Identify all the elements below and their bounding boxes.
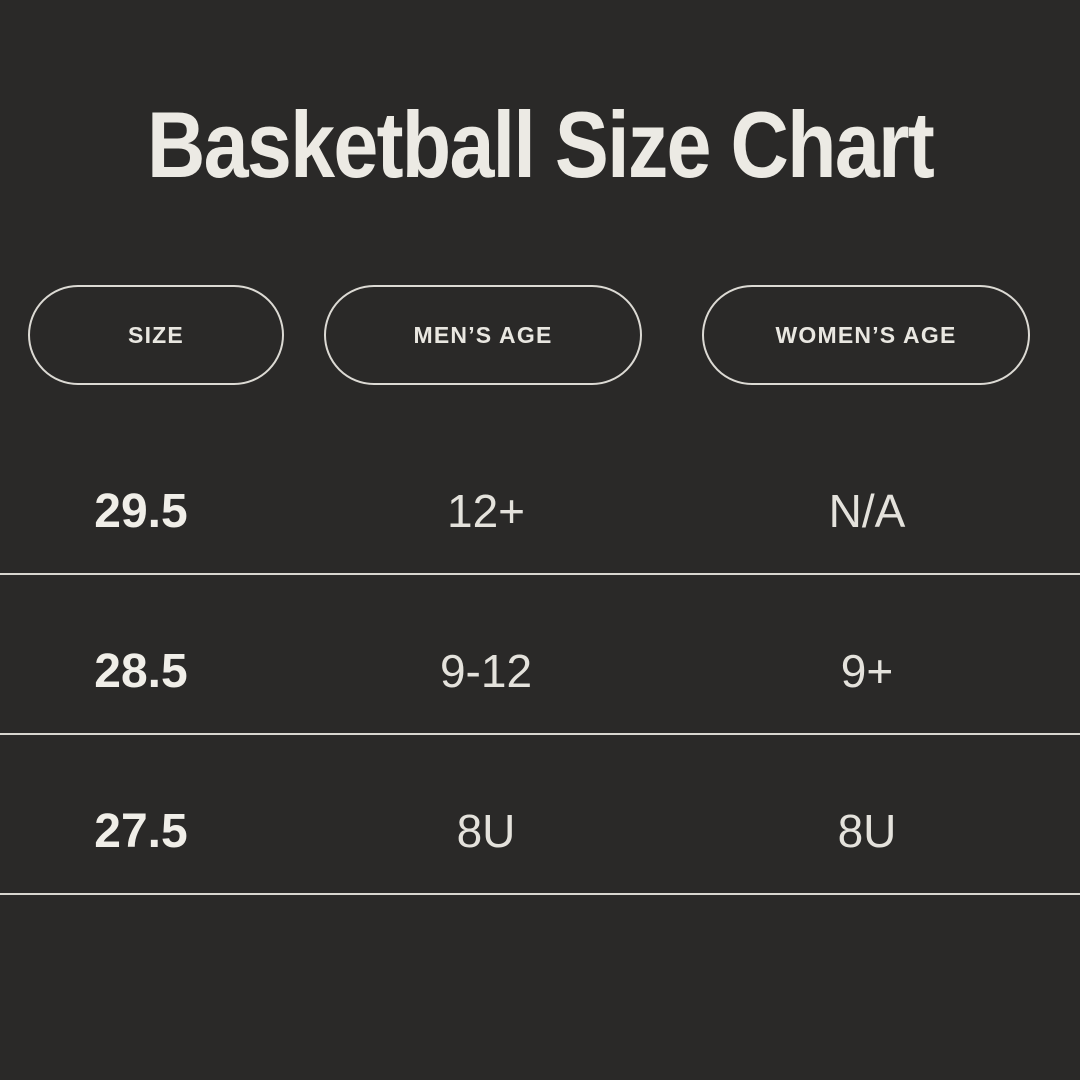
womens-age-value: 9+ <box>840 645 894 697</box>
size-value: 28.5 <box>94 644 188 698</box>
table-row: 29.5 12+ N/A <box>0 415 1080 575</box>
womens-age-value: N/A <box>828 485 906 537</box>
mens-age-value: 8U <box>456 805 516 857</box>
page-title: Basketball Size Chart <box>146 92 935 197</box>
womens-age-value: 8U <box>837 805 897 857</box>
mens-age-value: 12+ <box>446 485 526 537</box>
column-header-pill-mens-age: MEN’S AGE <box>324 285 642 385</box>
table-row: 28.5 9-12 9+ <box>0 575 1080 735</box>
column-header-label-mens-age: MEN’S AGE <box>413 321 553 348</box>
size-value: 27.5 <box>94 804 188 858</box>
column-header-label-size: SIZE <box>128 321 184 348</box>
table-row: 27.5 8U 8U <box>0 735 1080 895</box>
mens-age-value: 9-12 <box>439 645 533 697</box>
column-header-pill-womens-age: WOMEN’S AGE <box>702 285 1030 385</box>
column-header-row: SIZE MEN’S AGE WOMEN’S AGE <box>0 285 1080 385</box>
size-value: 29.5 <box>94 484 188 538</box>
column-header-label-womens-age: WOMEN’S AGE <box>775 321 957 348</box>
column-header-pill-size: SIZE <box>28 285 284 385</box>
size-table: 29.5 12+ N/A 28.5 9-12 9+ 27.5 8U 8U <box>0 415 1080 895</box>
